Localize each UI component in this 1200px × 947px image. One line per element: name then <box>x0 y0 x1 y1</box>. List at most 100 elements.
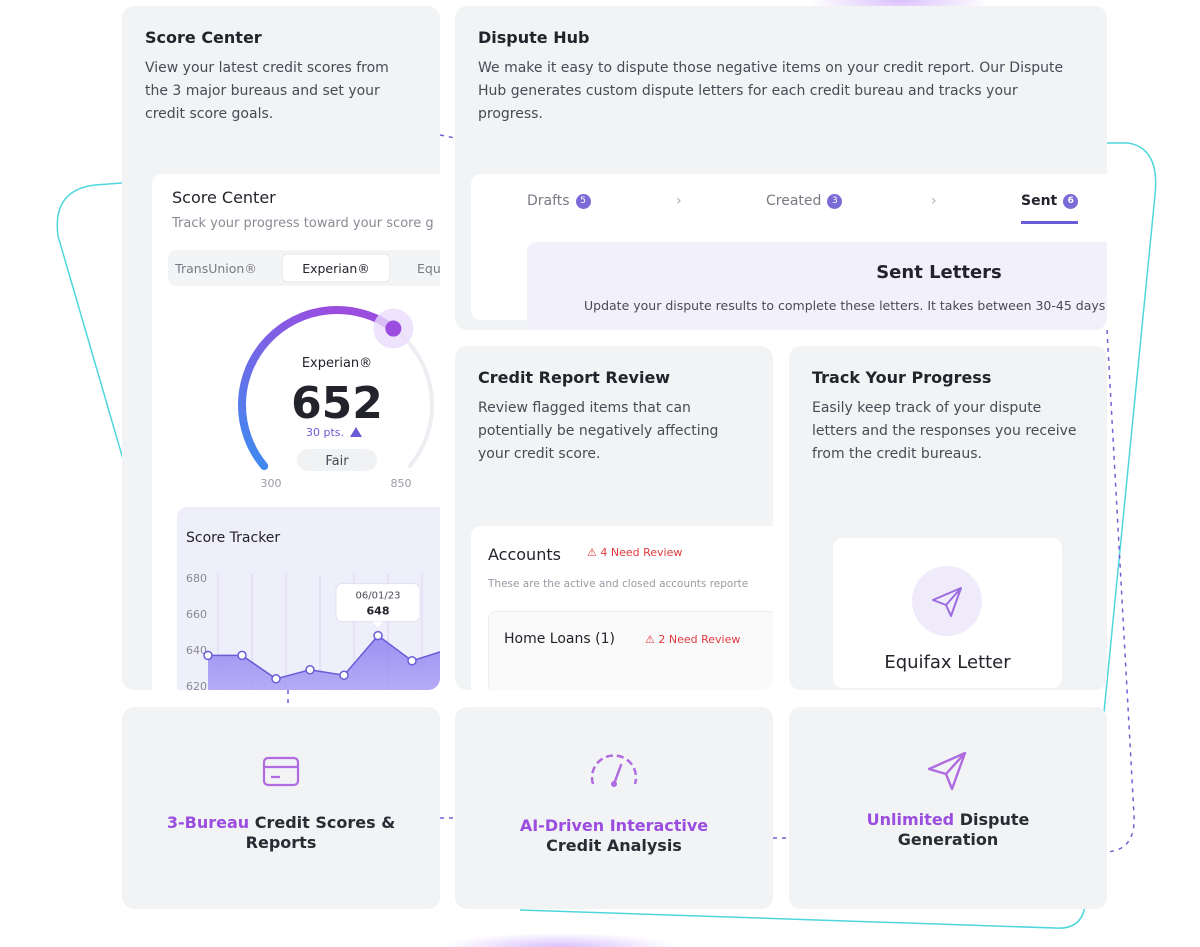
dispute-tab-active[interactable]: Sent 6 <box>1021 193 1079 224</box>
tracker-point <box>305 665 315 675</box>
feature-text: AI-Driven Interactive Credit Analysis <box>455 816 773 856</box>
chevron: › <box>931 193 937 209</box>
chevron: › <box>676 193 682 209</box>
tracker-point <box>407 656 417 666</box>
y-tick-label: 660 <box>186 608 207 621</box>
letter-panel: Equifax Letter <box>833 538 1062 688</box>
card-title: Score Center <box>145 28 262 47</box>
feature-rest: Dispute Generation <box>897 810 1030 849</box>
y-tick-label: 640 <box>186 644 207 657</box>
tab-active <box>281 253 391 283</box>
card-description: We make it easy to dispute those negativ… <box>478 60 1064 122</box>
dashed-line <box>1106 329 1135 853</box>
gauge-arc <box>238 306 398 471</box>
gauge-knob <box>385 320 402 337</box>
tab-label: Sent <box>1021 193 1058 209</box>
widget-title: Score Center <box>172 188 276 207</box>
flag: ⚠ 2 Need Review <box>645 633 741 646</box>
tracker-point <box>339 670 349 680</box>
feature-highlight: Unlimited <box>866 810 955 829</box>
tab-count: 5 <box>575 193 591 209</box>
tracker-point <box>203 650 213 661</box>
card-title: Dispute Hub <box>478 28 590 47</box>
y-tick-label: 680 <box>186 572 207 585</box>
icon-shape <box>264 765 298 779</box>
tracker-point <box>373 630 383 641</box>
dispute-tab[interactable]: Drafts 5 <box>527 193 591 209</box>
up-icon <box>350 427 362 437</box>
gauge-bureau: Experian® <box>302 356 372 371</box>
panel-text: Update your dispute results to complete … <box>584 298 1106 313</box>
score-widget: Score Center Track your progress toward … <box>152 174 440 690</box>
flag: ⚠ 4 Need Review <box>587 546 683 559</box>
flag-text: 4 Need Review <box>600 546 683 559</box>
card-title: Track Your Progress <box>812 368 992 387</box>
tracker-area <box>208 635 440 690</box>
account-item[interactable]: Home Loans (1) ⚠ 2 Need Review <box>488 611 773 690</box>
tab[interactable]: Equ <box>417 261 440 276</box>
feature-rest: Credit Analysis <box>546 836 682 855</box>
accounts-title: Accounts <box>488 545 561 564</box>
score-widget-graphics: Score Center Track your progress toward … <box>168 188 440 690</box>
tab[interactable]: TransUnion® <box>174 261 257 276</box>
card-description: Review flagged items that can potentiall… <box>478 400 719 462</box>
sent-letters-box: Sent Letters Update your dispute results… <box>527 242 1107 330</box>
feature-highlight: 3-Bureau <box>166 813 250 832</box>
icon-bg <box>912 566 982 636</box>
teal-line <box>519 142 1157 929</box>
feature-highlight: AI-Driven Interactive <box>519 816 709 835</box>
accounts-text: These are the active and closed accounts… <box>488 578 749 590</box>
feature-text: Unlimited Dispute Generation <box>789 810 1107 850</box>
tooltip-value: 648 <box>367 605 390 618</box>
tab-label: Created <box>766 193 822 209</box>
gauge-rating: Fair <box>325 454 349 469</box>
tab-count: 6 <box>1063 193 1079 209</box>
credit-review-card: Credit Report Review Review flagged item… <box>455 346 773 690</box>
tab-count: 3 <box>827 193 843 209</box>
dispute-hub-card: Dispute Hub We make it easy to dispute t… <box>455 6 1107 330</box>
icon-shape <box>612 763 623 786</box>
dispute-panel: Drafts 5 › Created 3 › Sent 6 Sent Letters … <box>471 174 1107 330</box>
tracker-title: Score Tracker <box>186 530 280 546</box>
icon-shape <box>927 751 967 791</box>
widget-subtitle: Track your progress toward your score g <box>171 216 434 231</box>
gauge-min: 300 <box>261 477 282 490</box>
y-tick-label: 620 <box>186 680 207 690</box>
track-progress-card: Track Your Progress Easily keep track of… <box>789 346 1107 690</box>
tracker-point <box>271 674 281 684</box>
card-description: Easily keep track of your dispute letter… <box>812 400 1077 462</box>
icon-shape <box>590 754 638 785</box>
tab[interactable]: Experian® <box>302 261 370 276</box>
feature-text: 3-Bureau Credit Scores & Reports <box>122 813 440 853</box>
panel-title: Sent Letters <box>876 262 1002 283</box>
dispute-tab[interactable]: Created 3 <box>766 193 843 209</box>
feature-card: Unlimited Dispute Generation <box>789 707 1107 909</box>
card-description: View your latest credit scores from the … <box>145 60 389 122</box>
score-center-card: Score Center View your latest credit sco… <box>122 6 440 690</box>
plane-icon <box>912 566 982 636</box>
gauge-max: 850 <box>391 477 412 490</box>
tracker-line <box>208 634 440 680</box>
icon-shape <box>262 756 300 787</box>
accounts-panel: Accounts ⚠ 4 Need Review These are the a… <box>471 526 773 690</box>
letter-title: Equifax Letter <box>884 652 1011 673</box>
feature-rest: Credit Scores & Reports <box>245 813 396 852</box>
feature-card: AI-Driven Interactive Credit Analysis <box>455 707 773 909</box>
icon-shape <box>611 781 617 787</box>
card-icon <box>262 756 300 787</box>
gauge-change: 30 pts. <box>306 426 344 439</box>
tooltip <box>335 583 421 623</box>
card-title: Credit Report Review <box>478 368 671 387</box>
plane-icon <box>927 751 967 791</box>
teal-line <box>56 182 133 491</box>
gauge-icon <box>590 754 638 787</box>
glow <box>440 933 680 947</box>
gauge-score: 652 <box>291 378 383 429</box>
item-label: Home Loans (1) <box>504 631 615 647</box>
tab-label: Drafts <box>527 193 570 209</box>
tooltip-date: 06/01/23 <box>356 591 401 602</box>
flag-text: 2 Need Review <box>658 633 741 646</box>
rating-pill <box>297 449 377 471</box>
